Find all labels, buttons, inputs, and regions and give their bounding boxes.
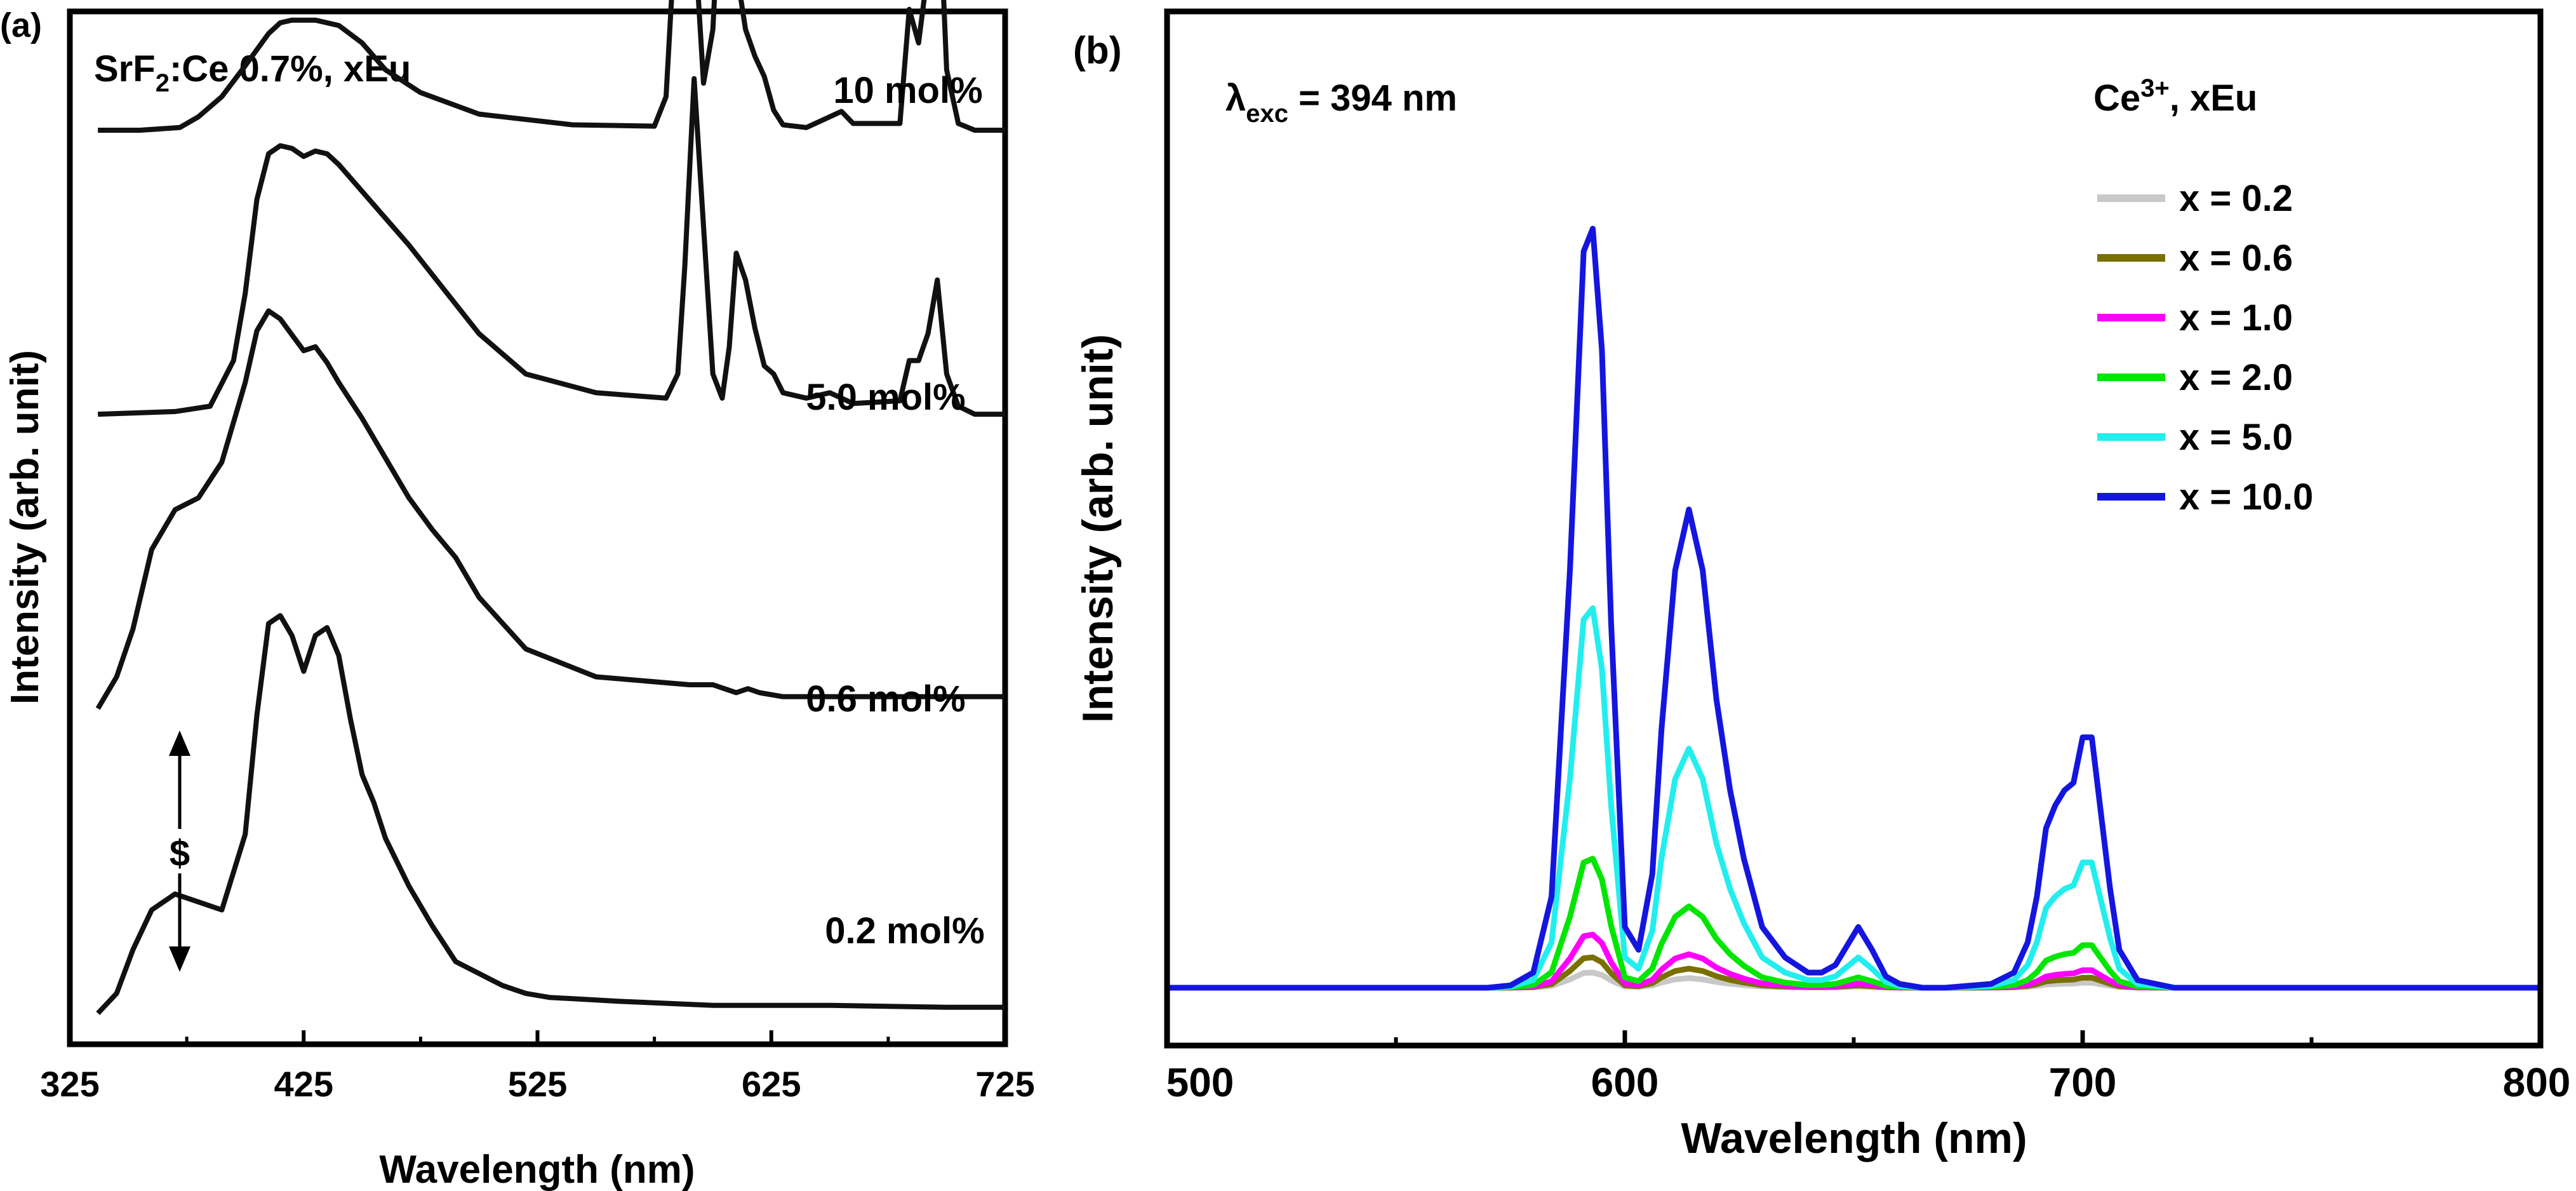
legend-title: Ce3+, xEu (2093, 74, 2257, 119)
panel-a-x-tick-label: 625 (742, 1064, 801, 1104)
panel-a-double-arrow: $ (162, 730, 197, 972)
panel-a-curve-3 (98, 76, 1005, 417)
legend-entry-label: x = 0.6 (2179, 238, 2293, 279)
panel-a-x-ticks: 325 425 525 625 725 (40, 1030, 1035, 1104)
panel-a-series-label: 5.0 mol% (806, 377, 965, 418)
panel-a-curve-4 (98, 0, 1005, 133)
panel-a-series-label: 10 mol% (833, 70, 982, 111)
panel-a-curve-2 (95, 308, 1005, 710)
legend-entry-label: x = 0.2 (2179, 178, 2293, 219)
legend-entry-label: x = 1.0 (2179, 297, 2293, 339)
panel-b-x-axis-label: Wavelength (nm) (1681, 1114, 2027, 1162)
legend-entry-label: x = 5.0 (2179, 417, 2293, 458)
panel-a-x-tick-label: 325 (40, 1064, 99, 1104)
panel-b-x-tick-label: 700 (2049, 1060, 2117, 1105)
panel-a-curves (95, 0, 1005, 1015)
panel-a-x-tick-label: 725 (975, 1064, 1034, 1104)
panel-b: (b) λexc = 394 nm Ce3+, xEu x = 0.2 x = 0… (1073, 8, 2571, 1162)
panel-b-x-ticks: 500 600 700 800 (1165, 1030, 2571, 1105)
panel-a-curve-1 (96, 613, 1005, 1015)
panel-a-series-label: 0.2 mol% (825, 910, 984, 952)
arrow-down-head (169, 946, 190, 972)
panel-b-x-tick-label: 500 (1166, 1060, 1234, 1105)
panel-a-label: (a) (0, 6, 42, 44)
panel-a-frame (67, 8, 1008, 1047)
panel-b-x-tick-label: 600 (1591, 1060, 1659, 1105)
legend-entry-label: x = 10.0 (2179, 476, 2313, 518)
panel-b-curves (1167, 225, 2540, 991)
panel-a-arrow-symbol: $ (170, 833, 190, 874)
arrow-up-head (169, 730, 190, 756)
panel-b-label: (b) (1073, 29, 1122, 72)
panel-b-curve-2.0 (1167, 856, 2540, 991)
panel-b-legend: Ce3+, xEu x = 0.2 x = 0.6 x = 1.0 x = 2.0 x … (2093, 74, 2313, 518)
panel-a-series-label: 0.6 mol% (806, 678, 965, 720)
legend-entry-label: x = 2.0 (2179, 357, 2293, 398)
panel-a-y-axis-label: Intensity (arb. unit) (3, 350, 47, 704)
panel-b-y-axis-label: Intensity (arb. unit) (1074, 334, 1122, 723)
panel-a-x-axis-label: Wavelength (nm) (379, 1148, 695, 1191)
panel-b-curve-10.0 (1167, 225, 2540, 991)
panel-a-x-tick-label: 425 (274, 1064, 333, 1104)
panel-b-excitation-annotation: λexc = 394 nm (1225, 77, 1457, 128)
panel-a-x-tick-label: 525 (508, 1064, 567, 1104)
panel-a: (a) SrF2:Ce 0.7%, xEu 0.2 mol%0.6 mol%5.… (0, 0, 1035, 1191)
panel-b-x-tick-label: 800 (2503, 1060, 2571, 1105)
panel-a-series-labels: 0.2 mol% 0.6 mol% 5.0 mol% 10 mol% (806, 70, 984, 952)
panel-b-frame (1164, 8, 2544, 1049)
panel-b-curve-5.0 (1167, 605, 2540, 991)
